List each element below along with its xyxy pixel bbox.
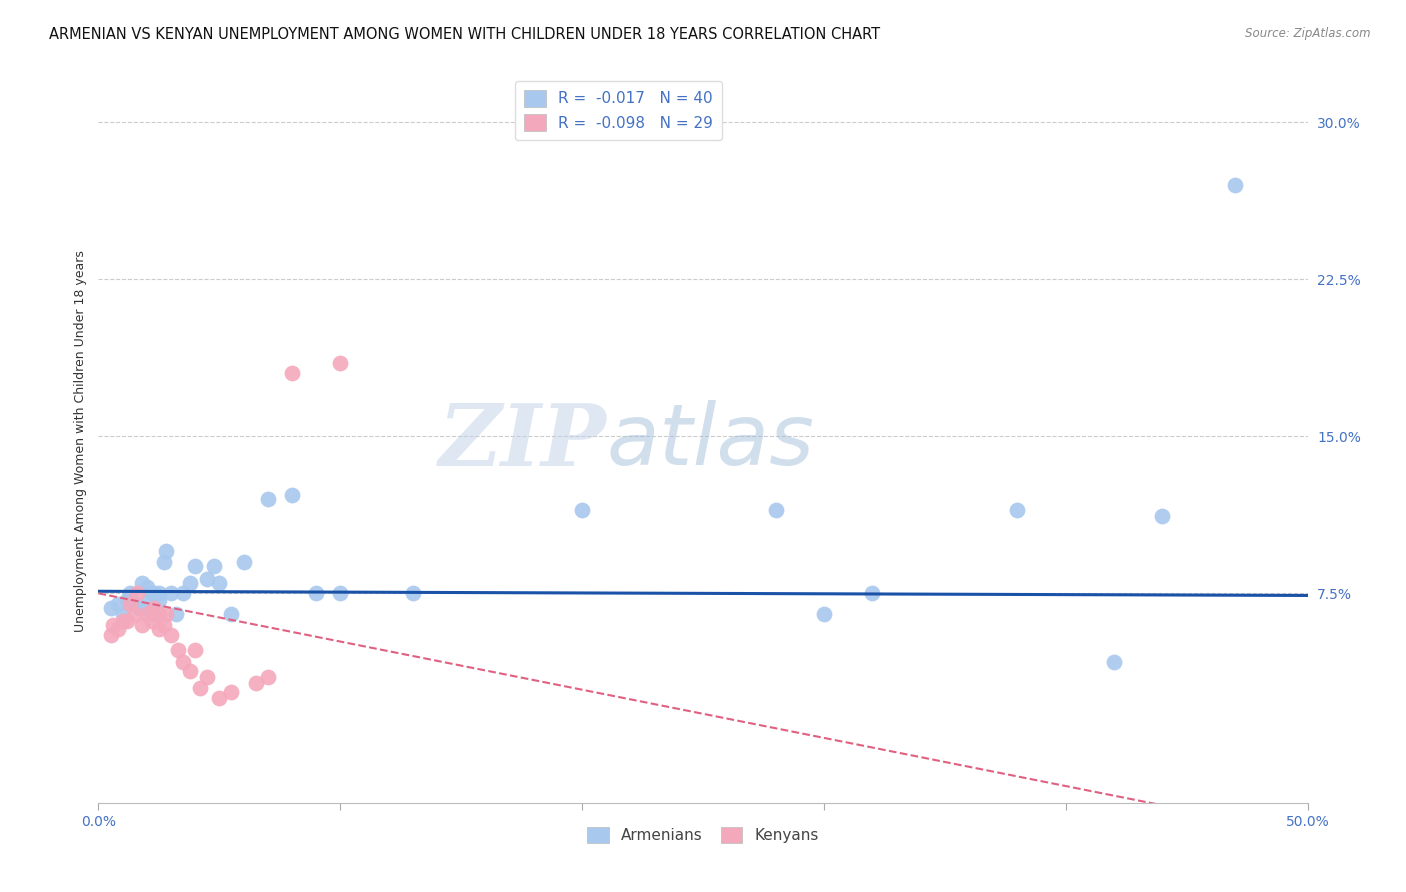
Point — [245, 676, 267, 690]
Point — [152, 617, 174, 632]
Point — [160, 628, 183, 642]
Point — [256, 670, 278, 684]
Point — [402, 586, 425, 600]
Point — [143, 601, 166, 615]
Point — [305, 586, 328, 600]
Point — [195, 670, 218, 684]
Point — [188, 681, 211, 695]
Point — [100, 628, 122, 642]
Point — [128, 601, 150, 615]
Point — [118, 597, 141, 611]
Point — [101, 617, 124, 632]
Point — [860, 586, 883, 600]
Point — [118, 586, 141, 600]
Point — [184, 643, 207, 657]
Point — [195, 572, 218, 586]
Point — [135, 580, 157, 594]
Point — [155, 607, 177, 622]
Y-axis label: Unemployment Among Women with Children Under 18 years: Unemployment Among Women with Children U… — [75, 251, 87, 632]
Point — [127, 586, 149, 600]
Point — [281, 488, 304, 502]
Point — [329, 586, 352, 600]
Point — [179, 664, 201, 678]
Text: ZIP: ZIP — [439, 400, 606, 483]
Point — [152, 555, 174, 569]
Point — [141, 614, 163, 628]
Point — [208, 691, 231, 706]
Point — [141, 586, 163, 600]
Point — [100, 601, 122, 615]
Point — [1102, 656, 1125, 670]
Point — [131, 617, 153, 632]
Point — [184, 559, 207, 574]
Point — [167, 643, 190, 657]
Point — [232, 555, 254, 569]
Point — [148, 622, 170, 636]
Text: ARMENIAN VS KENYAN UNEMPLOYMENT AMONG WOMEN WITH CHILDREN UNDER 18 YEARS CORRELA: ARMENIAN VS KENYAN UNEMPLOYMENT AMONG WO… — [49, 27, 880, 42]
Point — [165, 607, 187, 622]
Point — [281, 367, 304, 381]
Point — [124, 607, 146, 622]
Point — [117, 592, 139, 607]
Point — [138, 592, 160, 607]
Point — [765, 502, 787, 516]
Text: atlas: atlas — [606, 400, 814, 483]
Point — [107, 597, 129, 611]
Point — [221, 607, 243, 622]
Point — [148, 592, 170, 607]
Point — [571, 502, 593, 516]
Point — [124, 597, 146, 611]
Point — [172, 586, 194, 600]
Point — [221, 685, 243, 699]
Point — [141, 607, 163, 622]
Point — [179, 575, 201, 590]
Point — [1152, 508, 1174, 523]
Point — [155, 544, 177, 558]
Point — [111, 614, 134, 628]
Point — [256, 492, 278, 507]
Point — [107, 622, 129, 636]
Point — [135, 607, 157, 622]
Legend: Armenians, Kenyans: Armenians, Kenyans — [581, 821, 825, 849]
Point — [172, 656, 194, 670]
Point — [131, 575, 153, 590]
Point — [1223, 178, 1246, 192]
Point — [813, 607, 835, 622]
Point — [329, 356, 352, 370]
Point — [148, 586, 170, 600]
Point — [148, 607, 170, 622]
Text: Source: ZipAtlas.com: Source: ZipAtlas.com — [1246, 27, 1371, 40]
Point — [111, 607, 134, 622]
Point — [143, 586, 166, 600]
Point — [117, 614, 139, 628]
Point — [208, 575, 231, 590]
Point — [160, 586, 183, 600]
Point — [1007, 502, 1029, 516]
Point — [204, 559, 226, 574]
